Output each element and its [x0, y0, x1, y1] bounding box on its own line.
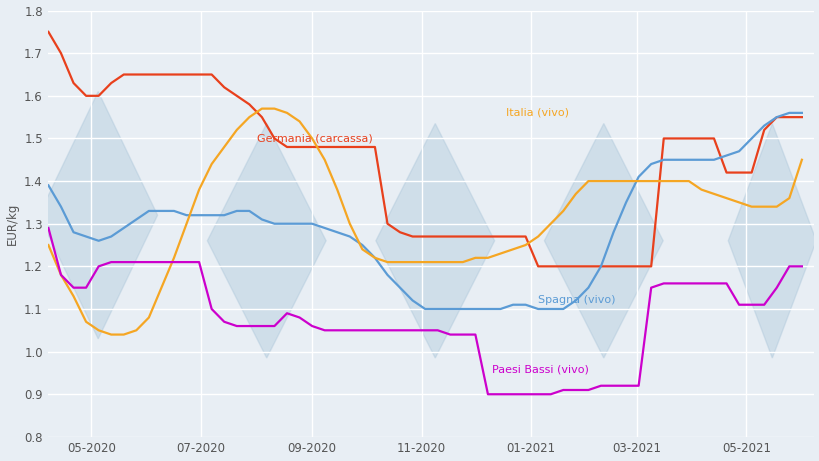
Polygon shape	[727, 124, 816, 358]
Text: Paesi Bassi (vivo): Paesi Bassi (vivo)	[491, 364, 588, 374]
Text: Spagna (vivo): Spagna (vivo)	[537, 295, 615, 305]
Polygon shape	[375, 124, 494, 358]
Polygon shape	[38, 92, 157, 339]
Polygon shape	[207, 124, 326, 358]
Y-axis label: EUR/kg: EUR/kg	[6, 202, 19, 245]
Polygon shape	[544, 124, 663, 358]
Text: Italia (vivo): Italia (vivo)	[505, 107, 568, 117]
Text: Germania (carcassa): Germania (carcassa)	[256, 134, 372, 144]
